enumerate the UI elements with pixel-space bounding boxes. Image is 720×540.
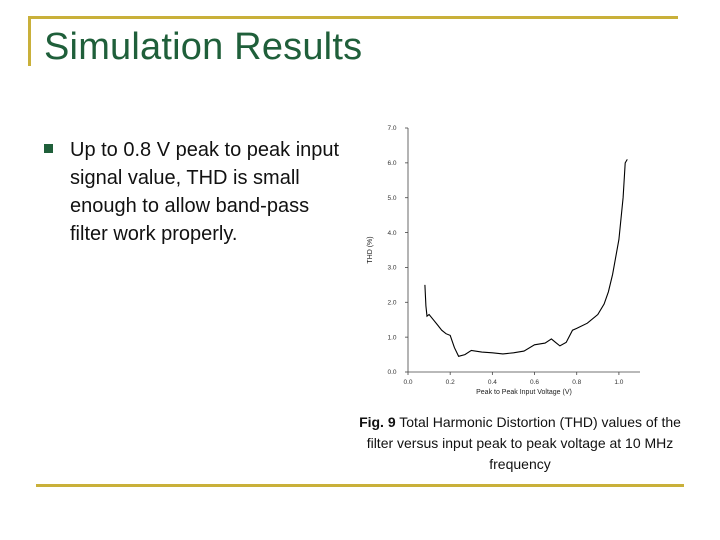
x-tick-label: 0.6 xyxy=(530,379,539,386)
x-tick-label: 0.2 xyxy=(446,379,455,386)
frame-top-rule xyxy=(28,16,678,19)
thd-series-line xyxy=(424,159,628,357)
slide-title: Simulation Results xyxy=(44,26,363,68)
y-tick-label: 7.0 xyxy=(387,125,396,132)
y-tick-label: 2.0 xyxy=(387,299,396,306)
frame-left-rule xyxy=(28,16,31,66)
chart-ticks: 0.0 1.0 2.0 3.0 4.0 5.0 6.0 7.0 0.0 0.2 0.4 0.6 0.8 1… xyxy=(387,125,623,386)
thd-chart: 0.0 1.0 2.0 3.0 4.0 5.0 6.0 7.0 0.0 0.2 0.4 0.6 0.8 1… xyxy=(367,125,640,396)
x-axis-label: Peak to Peak Input Voltage (V) xyxy=(476,389,572,396)
y-tick-label: 5.0 xyxy=(387,195,396,202)
x-tick-label: 0.8 xyxy=(572,379,581,386)
x-tick-label: 1.0 xyxy=(614,379,623,386)
y-tick-label: 1.0 xyxy=(387,334,396,341)
bullet-text: Up to 0.8 V peak to peak input signal va… xyxy=(70,139,340,245)
bullet-point: Up to 0.8 V peak to peak input signal va… xyxy=(44,136,344,248)
chart-axes xyxy=(407,128,640,373)
figure-caption: Fig. 9 Total Harmonic Distortion (THD) v… xyxy=(352,412,688,475)
y-tick-label: 6.0 xyxy=(387,160,396,167)
y-tick-label: 0.0 xyxy=(387,369,396,376)
caption-figure-number: Fig. 9 xyxy=(359,414,396,430)
x-tick-label: 0.0 xyxy=(403,379,412,386)
caption-text: Total Harmonic Distortion (THD) values o… xyxy=(366,414,681,472)
square-bullet-icon xyxy=(44,144,53,153)
y-tick-label: 4.0 xyxy=(387,230,396,237)
frame-bottom-rule xyxy=(36,484,684,487)
y-tick-label: 3.0 xyxy=(387,265,396,272)
y-axis-label: THD (%) xyxy=(367,236,374,263)
x-tick-label: 0.4 xyxy=(488,379,497,386)
